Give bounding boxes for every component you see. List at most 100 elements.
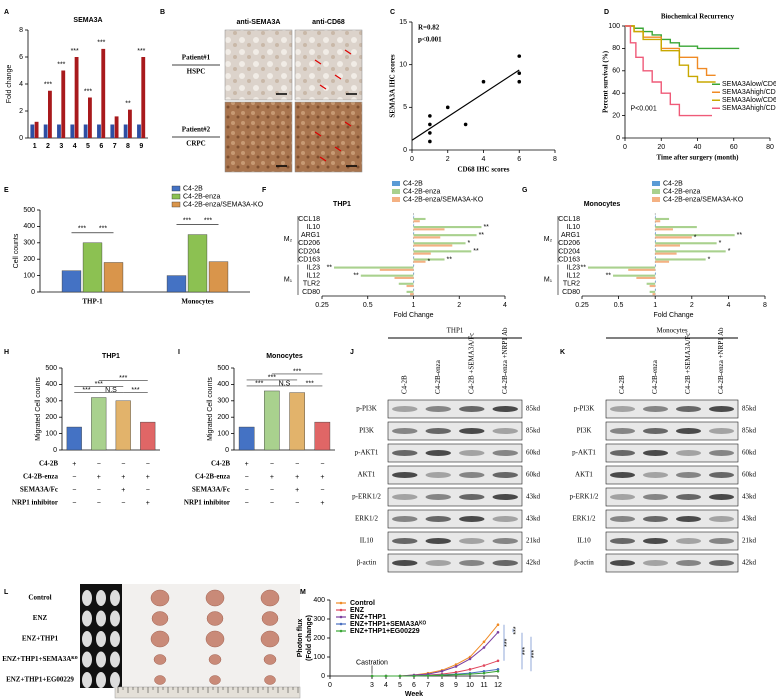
panel-letter: B <box>160 9 165 16</box>
significance: *** <box>183 217 191 224</box>
group-label: M₂ <box>544 236 553 243</box>
panel-letter: F <box>262 187 267 194</box>
patient-label: Patient#2 <box>182 126 211 134</box>
panel-letter: C <box>390 9 395 16</box>
y-axis-label: Migrated Cell counts <box>207 377 214 441</box>
point <box>454 663 458 666</box>
arrow <box>319 156 327 162</box>
bar <box>83 124 88 138</box>
x-tick-label: 0.5 <box>363 302 373 309</box>
legend-label: SEMA3Ahigh/CD68low <box>722 89 776 96</box>
significance: * <box>468 240 471 247</box>
blot-band <box>492 516 518 522</box>
x-tick-label: 80 <box>766 144 774 151</box>
tumor <box>206 611 224 626</box>
bar <box>410 293 414 296</box>
significance: N.S <box>279 380 291 387</box>
x-tick-label: 8 <box>126 143 130 150</box>
x-tick-label: 7 <box>113 143 117 150</box>
point <box>468 655 472 659</box>
stage-label: CRPC <box>186 140 205 148</box>
blot-band <box>459 450 485 456</box>
legend-swatch <box>392 181 400 186</box>
condition-sign: − <box>245 500 249 507</box>
bar <box>413 272 415 275</box>
blot-band <box>675 406 702 412</box>
legend-marker <box>339 622 343 626</box>
bar <box>413 280 415 283</box>
blot-strip <box>605 531 739 551</box>
condition-sign: − <box>295 461 299 468</box>
point <box>426 674 430 677</box>
mouse <box>82 651 92 668</box>
blot-band <box>609 428 636 434</box>
point <box>517 71 522 75</box>
blot-band <box>459 406 485 412</box>
x-tick-label: 8 <box>553 156 557 163</box>
y-tick-label: 100 <box>45 430 57 437</box>
y-tick-label: 200 <box>217 414 229 421</box>
bar <box>101 48 106 138</box>
condition-sign: − <box>270 487 274 494</box>
significance: *** <box>268 374 276 381</box>
point <box>481 79 486 84</box>
blot-band <box>459 538 485 544</box>
bar <box>91 397 107 451</box>
blot-strip <box>387 399 523 419</box>
legend-label: Control <box>350 600 375 607</box>
bar <box>115 400 131 451</box>
protein-label: p-ERK1/2 <box>352 493 381 501</box>
category-label: IL12 <box>306 273 320 280</box>
bar <box>655 242 717 245</box>
ihc-image <box>224 101 293 173</box>
tumor <box>151 611 169 626</box>
condition-label: C4-2B-enza <box>23 473 58 481</box>
blot-band <box>708 406 735 412</box>
lane-label: C4-2B <box>618 375 626 394</box>
group-label: ENZ+THP1+SEMA3Aᴷᴼ <box>2 655 78 663</box>
size-label: 60kd <box>742 471 757 479</box>
legend-marker <box>339 629 343 633</box>
blot-band <box>708 494 735 500</box>
legend-swatch <box>171 193 181 200</box>
condition-sign: − <box>320 461 324 468</box>
significance: *** <box>44 82 52 89</box>
category-label: TLR2 <box>563 281 580 288</box>
bar <box>57 124 61 138</box>
x-tick-label: 5 <box>86 143 90 150</box>
significance: *** <box>131 387 139 394</box>
blot-band <box>459 560 485 566</box>
blot-strip <box>387 553 523 573</box>
tumor <box>260 630 280 648</box>
condition-label: C4-2B <box>39 460 58 468</box>
chart-title: Monocytes <box>266 353 303 360</box>
significance: ** <box>125 100 131 107</box>
blot-strip <box>605 487 739 507</box>
blot-band <box>392 516 418 522</box>
protein-label: AKT1 <box>358 471 376 479</box>
legend-marker <box>339 608 343 612</box>
panel-letter: J <box>350 349 354 356</box>
bar <box>655 217 670 221</box>
condition-sign: − <box>97 461 101 468</box>
bar <box>97 124 101 138</box>
blot-band <box>642 538 669 544</box>
bar <box>34 121 39 138</box>
bar <box>43 124 48 138</box>
x-axis-label: Fold Change <box>393 312 433 319</box>
significance: ** <box>479 232 485 239</box>
y-tick-label: 5 <box>403 104 407 111</box>
bar <box>103 262 124 293</box>
bar <box>66 426 82 451</box>
blot-band <box>609 472 636 478</box>
category-label: CCL18 <box>298 216 320 223</box>
blot-band <box>675 450 702 456</box>
significance: *** <box>95 381 103 388</box>
protein-label: IL10 <box>577 537 591 545</box>
x-axis-label: Week <box>405 691 423 698</box>
point <box>468 672 472 676</box>
lane-label: C4-2B-enza <box>651 359 659 394</box>
blot-band <box>425 560 451 566</box>
bar <box>128 109 132 138</box>
bar <box>413 252 431 255</box>
